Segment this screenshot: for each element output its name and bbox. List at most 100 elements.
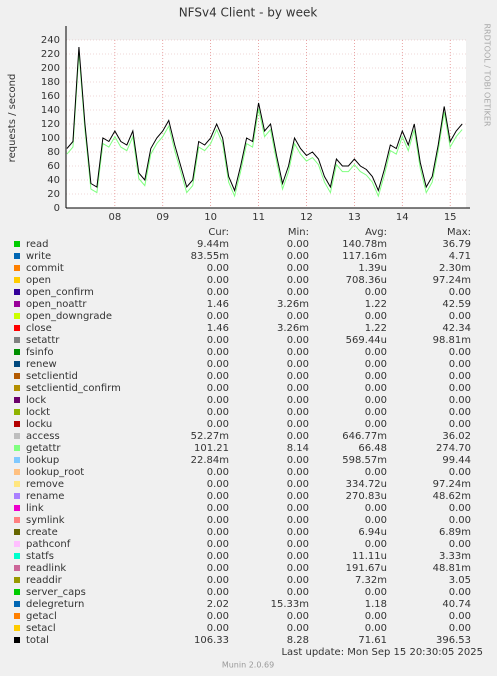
legend-swatch xyxy=(14,277,20,283)
legend-name: read xyxy=(26,239,49,250)
legend-min: 15.33m xyxy=(271,599,309,610)
legend-cur: 0.00 xyxy=(207,623,229,634)
legend-cur: 0.00 xyxy=(207,467,229,478)
legend-max: 42.34 xyxy=(442,323,471,334)
legend-swatch xyxy=(14,565,20,571)
legend-avg: 1.39u xyxy=(358,263,387,274)
legend-swatch xyxy=(14,301,20,307)
legend-swatch xyxy=(14,613,20,619)
x-tick-label: 09 xyxy=(156,212,169,223)
legend-max: 0.00 xyxy=(449,587,471,598)
legend-cur: 2.02 xyxy=(207,599,229,610)
legend-cur: 0.00 xyxy=(207,515,229,526)
legend-min: 8.14 xyxy=(287,443,309,454)
legend-max: 0.00 xyxy=(449,503,471,514)
legend-min: 0.00 xyxy=(287,275,309,286)
legend-max: 42.59 xyxy=(442,299,471,310)
x-tick-label: 08 xyxy=(108,212,121,223)
legend-swatch xyxy=(14,517,20,523)
y-tick-label: 200 xyxy=(41,63,60,74)
legend-cur: 0.00 xyxy=(207,491,229,502)
legend-max: 0.00 xyxy=(449,419,471,430)
legend-avg: 0.00 xyxy=(365,359,387,370)
legend-avg: 0.00 xyxy=(365,467,387,478)
legend-cur: 0.00 xyxy=(207,359,229,370)
legend-swatch xyxy=(14,385,20,391)
column-header: Max: xyxy=(447,227,471,238)
y-tick-label: 60 xyxy=(47,161,60,172)
legend-name: lockt xyxy=(26,407,50,418)
legend-min: 0.00 xyxy=(287,335,309,346)
x-tick-label: 14 xyxy=(396,212,409,223)
y-tick-label: 40 xyxy=(47,175,60,186)
legend-cur: 22.84m xyxy=(191,455,229,466)
legend-min: 3.26m xyxy=(277,299,309,310)
legend-min: 0.00 xyxy=(287,395,309,406)
legend-min: 0.00 xyxy=(287,383,309,394)
legend-name: total xyxy=(26,635,49,646)
legend-cur: 0.00 xyxy=(207,551,229,562)
legend-swatch xyxy=(14,553,20,559)
y-tick-label: 80 xyxy=(47,147,60,158)
legend-avg: 334.72u xyxy=(346,479,387,490)
y-tick-label: 20 xyxy=(47,189,60,200)
legend-min: 0.00 xyxy=(287,563,309,574)
legend-name: lookup xyxy=(26,455,59,466)
legend-avg: 7.32m xyxy=(355,575,387,586)
legend-min: 0.00 xyxy=(287,239,309,250)
legend-cur: 0.00 xyxy=(207,287,229,298)
legend-max: 6.89m xyxy=(439,527,471,538)
legend-min: 0.00 xyxy=(287,575,309,586)
legend-cur: 0.00 xyxy=(207,395,229,406)
legend-avg: 0.00 xyxy=(365,539,387,550)
legend-cur: 0.00 xyxy=(207,575,229,586)
legend-avg: 71.61 xyxy=(358,635,387,646)
legend-max: 3.33m xyxy=(439,551,471,562)
legend-cur: 0.00 xyxy=(207,527,229,538)
column-header: Avg: xyxy=(365,227,387,238)
legend-max: 0.00 xyxy=(449,515,471,526)
column-header: Cur: xyxy=(208,227,229,238)
x-tick-label: 13 xyxy=(348,212,361,223)
legend-cur: 0.00 xyxy=(207,311,229,322)
y-tick-label: 120 xyxy=(41,119,60,130)
legend-max: 0.00 xyxy=(449,467,471,478)
legend-name: access xyxy=(26,431,60,442)
footer: Munin 2.0.69 xyxy=(222,661,274,670)
legend-max: 36.02 xyxy=(442,431,471,442)
legend-avg: 0.00 xyxy=(365,347,387,358)
legend-name: close xyxy=(26,323,52,334)
legend-avg: 0.00 xyxy=(365,503,387,514)
legend-max: 0.00 xyxy=(449,383,471,394)
x-tick-label: 10 xyxy=(204,212,217,223)
legend-swatch xyxy=(14,589,20,595)
legend-cur: 0.00 xyxy=(207,347,229,358)
legend-min: 0.00 xyxy=(287,623,309,634)
legend-swatch xyxy=(14,541,20,547)
legend-max: 36.79 xyxy=(442,239,471,250)
legend-name: symlink xyxy=(26,515,65,526)
legend-name: pathconf xyxy=(26,539,71,550)
legend-swatch xyxy=(14,313,20,319)
legend-min: 0.00 xyxy=(287,311,309,322)
legend-cur: 0.00 xyxy=(207,419,229,430)
legend-name: readlink xyxy=(26,563,66,574)
legend-cur: 106.33 xyxy=(194,635,229,646)
legend-name: open_downgrade xyxy=(26,311,112,322)
legend-avg: 0.00 xyxy=(365,515,387,526)
legend-swatch xyxy=(14,505,20,511)
legend-max: 0.00 xyxy=(449,347,471,358)
legend-min: 0.00 xyxy=(287,431,309,442)
legend-name: getacl xyxy=(26,611,57,622)
legend-swatch xyxy=(14,625,20,631)
legend-swatch xyxy=(14,397,20,403)
legend-min: 0.00 xyxy=(287,287,309,298)
legend-min: 3.26m xyxy=(277,323,309,334)
legend-swatch xyxy=(14,481,20,487)
legend-name: open xyxy=(26,275,51,286)
legend-swatch xyxy=(14,409,20,415)
legend-cur: 0.00 xyxy=(207,335,229,346)
legend-max: 0.00 xyxy=(449,539,471,550)
legend-avg: 598.57m xyxy=(342,455,387,466)
legend-cur: 0.00 xyxy=(207,563,229,574)
